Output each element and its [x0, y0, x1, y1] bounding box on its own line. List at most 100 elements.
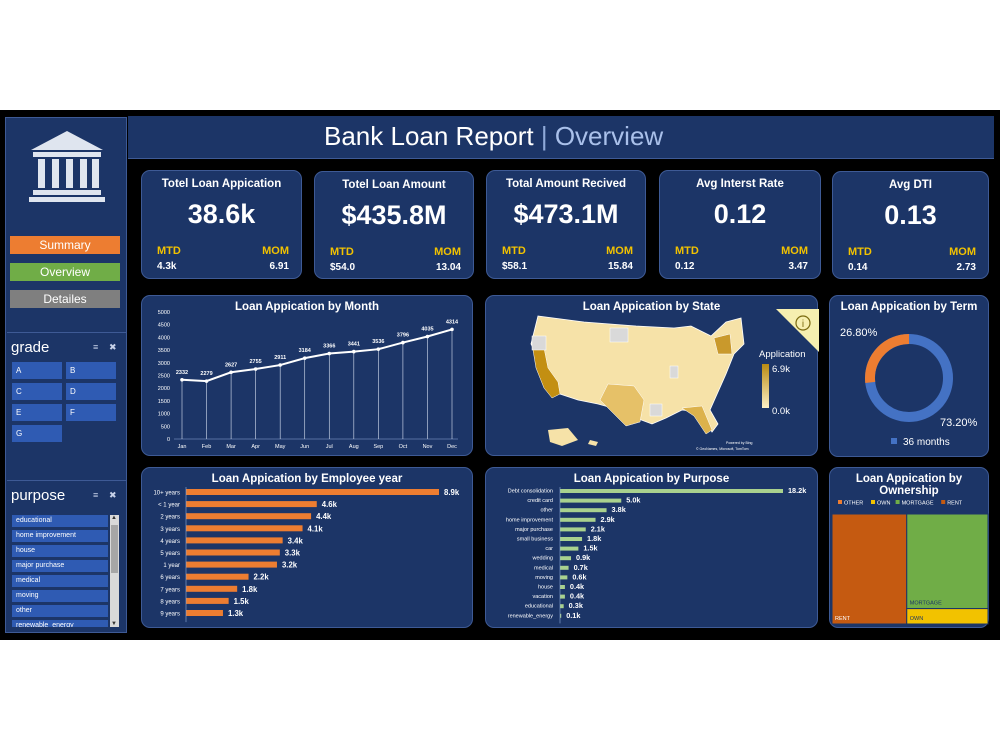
kpi-title: Avg DTI — [888, 179, 933, 191]
chart-title: Loan Appication by Month — [235, 301, 379, 313]
data-label: 2911 — [274, 355, 286, 361]
kpi-title: Totel Loan Appication — [161, 178, 282, 190]
data-label: 3441 — [348, 342, 360, 348]
chart-title: Loan Appication by Ownership — [855, 473, 963, 497]
kpi-value: 0.12 — [713, 199, 767, 229]
purpose-bar-chart: Debt consolidation 18.2k credit card 5.0k ot… — [506, 486, 807, 624]
treemap-cell-rent — [831, 513, 908, 625]
details-button[interactable]: Detailes — [10, 290, 120, 308]
y-tick-label: 5000 — [158, 310, 170, 316]
data-point — [376, 347, 381, 351]
overview-button[interactable]: Overview — [10, 263, 120, 281]
legend-label: 36 months — [903, 437, 950, 448]
bar — [560, 546, 579, 551]
grade-item[interactable]: E — [12, 404, 62, 421]
clear-filter-icon[interactable]: ✖ — [109, 490, 117, 500]
donut-label: 73.20% — [940, 417, 978, 429]
grade-item[interactable]: G — [12, 425, 62, 442]
data-label: 4.6k — [322, 500, 338, 509]
y-tick-label: 3500 — [158, 348, 170, 354]
purpose-slicer: purpose ≡ ✖ educational home improvement… — [7, 480, 126, 628]
grade-item[interactable]: B — [66, 362, 116, 379]
scrollbar[interactable]: ▲ ▼ — [110, 515, 119, 627]
category-label: wedding — [532, 556, 554, 562]
bar — [560, 527, 586, 532]
bar — [560, 537, 583, 541]
treemap-label: MORTGAGE — [910, 601, 942, 607]
info-corner — [776, 309, 819, 352]
data-label: 1.8k — [242, 585, 258, 594]
data-label: 3.8k — [612, 505, 627, 514]
bank-icon — [29, 131, 105, 202]
kpi-mom-label: MOM — [262, 245, 289, 257]
data-label: 2755 — [250, 359, 262, 365]
map-legend-max: 6.9k — [772, 364, 790, 375]
grade-item[interactable]: C — [12, 383, 62, 400]
kpi-mom-label: MOM — [606, 245, 633, 257]
map-legend-gradient — [762, 364, 769, 408]
data-label: 2627 — [225, 362, 237, 368]
data-label: 0.4k — [570, 582, 585, 591]
scroll-up-icon[interactable]: ▲ — [111, 515, 117, 521]
data-label: 2332 — [176, 370, 188, 376]
data-label: 3184 — [299, 348, 312, 354]
employee-bar-chart: 10+ years 8.9k < 1 year 4.6k 2 years 4.4k 3 ye… — [153, 487, 460, 623]
kpi-value: $435.8M — [341, 200, 447, 230]
data-label: 1.3k — [228, 609, 244, 618]
data-point — [352, 349, 356, 354]
title-separator: | — [540, 121, 548, 151]
kpi-card-dti: Avg DTI 0.13 MTD MOM 0.14 2.73 — [832, 171, 989, 279]
kpi-title: Avg Interst Rate — [696, 178, 784, 190]
title-text: Bank Loan Report — [324, 121, 534, 151]
purpose-item[interactable]: home improvement — [12, 530, 108, 542]
category-label: major purchase — [515, 527, 553, 533]
bar — [186, 537, 283, 544]
category-label: < 1 year — [158, 503, 180, 509]
x-tick-label: Dec — [447, 444, 457, 450]
category-label: Debt consolidation — [508, 489, 553, 495]
category-label: credit card — [527, 498, 553, 504]
category-label: small business — [517, 537, 553, 543]
kpi-title: Totel Loan Amount — [342, 179, 446, 191]
kpi-mom-value: 6.91 — [269, 261, 289, 272]
state-map-panel: Loan Appication by State i Application 6… — [485, 295, 819, 456]
kpi-mtd-label: MTD — [848, 246, 872, 258]
term-chart-panel: Loan Appication by Term 26.80% 73.20% 36… — [829, 295, 989, 457]
grade-item[interactable]: D — [66, 383, 116, 400]
purpose-item[interactable]: renewable_energy — [12, 620, 108, 627]
summary-button[interactable]: Summary — [10, 236, 120, 254]
legend-label: OWN — [877, 501, 890, 507]
purpose-item[interactable]: house — [12, 545, 108, 557]
scrollbar-thumb[interactable] — [111, 525, 118, 573]
data-label: 2.9k — [601, 515, 616, 524]
data-label: 4.4k — [316, 512, 332, 521]
purpose-item[interactable]: major purchase — [12, 560, 108, 572]
kpi-mtd-label: MTD — [330, 246, 354, 258]
category-label: renewable_energy — [508, 613, 554, 619]
purpose-item[interactable]: other — [12, 605, 108, 617]
x-tick-label: Apr — [251, 444, 260, 450]
scroll-down-icon[interactable]: ▼ — [111, 621, 117, 627]
category-label: educational — [525, 604, 553, 610]
purpose-item[interactable]: moving — [12, 590, 108, 602]
bar — [186, 573, 249, 580]
y-tick-label: 500 — [161, 424, 170, 430]
kpi-mom-label: MOM — [434, 246, 461, 258]
multi-select-icon[interactable]: ≡ — [93, 342, 99, 352]
bar — [560, 489, 783, 493]
florida-shape — [681, 405, 713, 435]
multi-select-icon[interactable]: ≡ — [93, 490, 99, 500]
clear-filter-icon[interactable]: ✖ — [109, 342, 117, 352]
grade-item[interactable]: A — [12, 362, 62, 379]
bar — [186, 610, 223, 616]
x-tick-label: May — [275, 444, 286, 450]
y-tick-label: 3000 — [158, 361, 170, 367]
grade-item[interactable]: F — [66, 404, 116, 421]
donut-slice-60-months — [865, 334, 953, 422]
grade-slicer: grade ≡ ✖ A B C D E F G — [7, 332, 126, 472]
category-label: house — [538, 585, 553, 591]
bar — [560, 594, 565, 599]
purpose-item[interactable]: medical — [12, 575, 108, 587]
y-tick-label: 1500 — [158, 399, 170, 405]
purpose-item[interactable]: educational — [12, 515, 108, 527]
